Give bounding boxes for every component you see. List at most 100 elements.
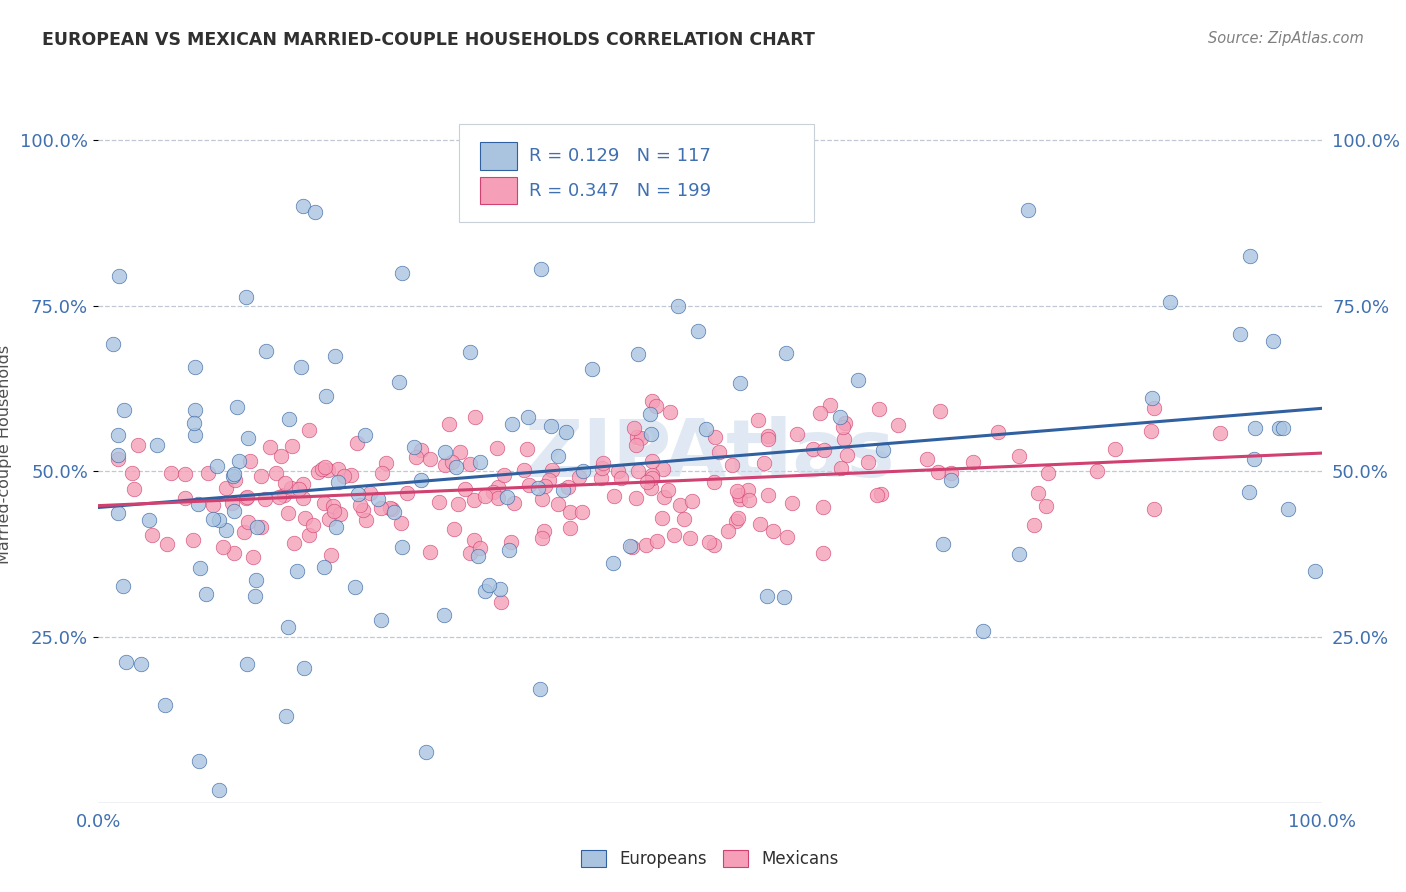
Point [591, 460, 613, 475]
Point [235, 290, 257, 304]
Point [201, 498, 224, 512]
Point [298, 528, 321, 542]
Point [610, 471, 633, 485]
Point [288, 482, 311, 496]
Point [112, 403, 135, 417]
Text: EUROPEAN VS MEXICAN MARRIED-COUPLE HOUSEHOLDS CORRELATION CHART: EUROPEAN VS MEXICAN MARRIED-COUPLE HOUSE… [42, 31, 815, 49]
Point [325, 519, 347, 533]
Point [498, 542, 520, 557]
Point [138, 513, 160, 527]
Point [846, 373, 869, 387]
Point [159, 466, 181, 480]
Point [1268, 421, 1291, 435]
Point [636, 538, 658, 552]
Point [443, 522, 465, 536]
FancyBboxPatch shape [460, 124, 814, 222]
Point [359, 486, 381, 500]
Point [307, 465, 329, 479]
Point [477, 577, 499, 591]
Point [606, 464, 628, 478]
Point [329, 508, 352, 522]
Point [773, 590, 796, 604]
Point [1159, 294, 1181, 309]
Point [183, 533, 205, 547]
Point [292, 199, 315, 213]
Point [239, 453, 262, 467]
Point [235, 491, 257, 505]
Point [215, 523, 238, 537]
Point [526, 481, 548, 495]
Point [444, 459, 467, 474]
Point [464, 409, 486, 424]
Point [581, 361, 603, 376]
Point [326, 475, 349, 489]
Point [602, 556, 624, 570]
Point [832, 432, 855, 446]
Point [644, 399, 666, 413]
Point [623, 421, 645, 435]
Point [111, 579, 134, 593]
Point [531, 491, 554, 506]
Point [747, 413, 769, 427]
Point [389, 516, 412, 530]
Point [652, 461, 675, 475]
Point [541, 463, 564, 477]
Point [1087, 464, 1109, 478]
Point [474, 584, 496, 599]
Point [322, 504, 344, 518]
Point [554, 425, 576, 439]
Point [813, 443, 835, 458]
Point [449, 444, 471, 458]
Point [704, 430, 727, 444]
Point [402, 440, 425, 454]
Point [780, 496, 803, 510]
Point [184, 428, 207, 442]
Point [458, 457, 481, 471]
Point [250, 520, 273, 534]
Point [1229, 327, 1251, 342]
Point [756, 488, 779, 502]
Point [589, 470, 612, 484]
Point [775, 346, 797, 360]
Point [626, 429, 648, 443]
Text: R = 0.129   N = 117: R = 0.129 N = 117 [529, 147, 711, 165]
Point [703, 475, 725, 490]
Point [494, 467, 516, 482]
Point [141, 528, 163, 542]
Point [776, 530, 799, 544]
Point [267, 491, 290, 505]
Point [291, 477, 314, 491]
Point [1243, 452, 1265, 467]
Point [458, 546, 481, 560]
Point [887, 417, 910, 432]
Point [1237, 485, 1260, 500]
Point [270, 449, 292, 463]
Point [1272, 421, 1295, 435]
Point [388, 376, 411, 390]
Point [486, 441, 509, 455]
Point [245, 589, 267, 603]
Point [274, 709, 297, 723]
Point [314, 559, 336, 574]
Point [121, 466, 143, 480]
Point [915, 452, 938, 467]
Point [1026, 486, 1049, 500]
Point [516, 410, 538, 425]
Point [280, 439, 302, 453]
Point [278, 412, 301, 426]
Point [927, 466, 949, 480]
Point [551, 483, 574, 498]
Point [1277, 502, 1299, 516]
Point [533, 524, 555, 538]
Point [228, 454, 250, 468]
Point [659, 405, 682, 419]
Text: Source: ZipAtlas.com: Source: ZipAtlas.com [1208, 31, 1364, 46]
Point [501, 417, 523, 431]
Point [762, 524, 785, 539]
Point [730, 492, 752, 507]
Point [246, 520, 269, 534]
Point [603, 489, 626, 503]
Point [298, 423, 321, 437]
Point [1038, 466, 1060, 480]
Point [447, 498, 470, 512]
